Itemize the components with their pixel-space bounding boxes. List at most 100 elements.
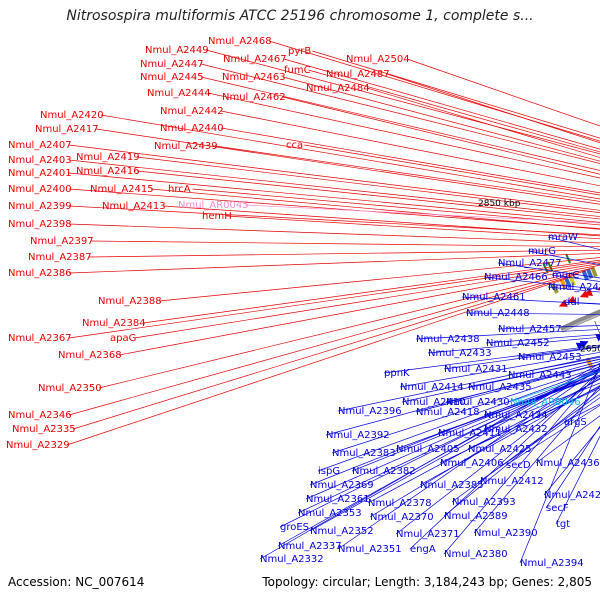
reverse-leader-line [465,312,600,315]
forward-leader-line [268,40,600,142]
forward-leader-line [214,145,600,202]
forward-gene-label: Nmul_A2467 [223,54,287,65]
reverse-leader-line [317,368,600,472]
reverse-gene-label: Nmul_A2477 [498,258,562,269]
reverse-gene-label: Nmul_A2369 [310,480,374,491]
cog-forward-block [564,277,572,289]
reverse-leader-line [279,367,600,528]
reverse-gene-label: Nmul_A2370 [370,512,434,523]
forward-gene-label: hemH [202,211,232,222]
rna-gene-label: Nmul_AR0045 [178,200,249,211]
forward-gene-label: Nmul_A2445 [140,72,204,83]
reverse-leader-line [409,370,600,550]
forward-leader-line [282,96,600,175]
forward-gene-label: Nmul_A2346 [8,410,72,421]
reverse-gene-label: Nmul_A2418 [416,407,480,418]
reverse-gene-label: Nmul_A2466 [484,272,548,283]
forward-leader-line [220,110,600,187]
reverse-gene-label: Nmul_A2382 [352,466,416,477]
forward-leader-line [226,215,600,240]
forward-leader-line [136,156,600,214]
reverse-gene-label: Nmul_A2393 [452,497,516,508]
forward-gene-glyph [579,290,589,298]
forward-leader-line [366,87,600,158]
reverse-gene-label: Nmul_A2431 [444,364,508,375]
accession-label: Accession: NC_007614 [8,575,145,589]
forward-leader-line [134,263,600,339]
forward-leader-line [406,58,600,127]
forward-leader-line [98,267,594,389]
forward-gene-label: Nmul_A2335 [12,424,76,435]
reverse-leader-line [443,370,600,555]
rna-reverse-leader-line [509,371,600,403]
cog-forward-block [551,283,559,294]
forward-leader-line [283,58,600,150]
forward-gene-label: Nmul_A2407 [8,140,72,151]
forward-gene-label: Nmul_A2449 [145,45,209,56]
reverse-leader-line [399,351,600,388]
forward-gene-label: Nmul_A2444 [147,88,211,99]
forward-gene-label: Nmul_A2416 [76,166,140,177]
reverse-leader-line [351,371,600,472]
reverse-leader-line [415,364,600,413]
forward-gene-label: hrcA [168,184,191,195]
reverse-gene-label: Nmul_A2353 [298,508,362,519]
reverse-gene-label: ddl [564,297,579,308]
forward-leader-line [200,76,600,171]
forward-gene-label: Nmul_A2368 [58,350,122,361]
reverse-gene-label: Nmul_A2380 [444,549,508,560]
reverse-gene-label: Nmul_A2352 [310,526,374,537]
reverse-gene-label: Nmul_A2394 [520,558,584,569]
reverse-gene-label: Nmul_A2457 [498,324,562,335]
reverse-leader-line [443,388,600,517]
reverse-gene-label: Nmul_A2435 [468,382,532,393]
forward-leader-line [200,63,600,164]
forward-gene-label: Nmul_A2440 [160,123,224,134]
forward-leader-line [304,144,600,196]
reverse-leader-line [497,262,600,279]
forward-leader-line [220,127,600,194]
forward-gene-label: Nmul_A2367 [8,333,72,344]
forward-gene-label: Nmul_A2329 [6,440,70,451]
reverse-gene-label: Nmul_A2448 [466,308,530,319]
forward-gene-label: Nmul_A2415 [90,184,154,195]
gc-marker [542,263,549,274]
reverse-gene-label: secD [506,460,531,471]
forward-leader-line [68,223,600,244]
feature-tracks [542,253,600,369]
reverse-leader-line [543,426,600,496]
reverse-gene-label: Nmul_A2389 [444,511,508,522]
forward-leader-line [205,49,600,155]
reverse-gene-label: Nmul_A2438 [416,334,480,345]
forward-leader-line [207,92,600,179]
forward-gene-label: Nmul_A2388 [98,296,162,307]
forward-gene-label: Nmul_A2401 [8,168,72,179]
reverse-leader-line [517,346,600,358]
reverse-gene-label: Nmul_A2371 [396,529,460,540]
reverse-gene-label: Nmul_A2351 [338,544,402,555]
reverse-leader-line [415,329,600,340]
reverse-leader-line [309,369,600,486]
reverse-gene-label: secF [546,503,569,514]
forward-gene-label: Nmul_A2398 [8,219,72,230]
cog-forward-block [568,275,577,287]
reverse-leader-line [461,296,600,305]
reverse-gene-label: Nmul_A2412 [480,476,544,487]
reverse-leader-line [555,435,600,525]
reverse-leader-line [483,276,600,290]
reverse-gene-glyph [579,340,589,349]
reverse-gene-label: Nmul_A2436 [536,458,600,469]
forward-leader-line [142,259,600,324]
forward-leader-line [68,159,600,217]
reverse-gene-label: Nmul_A2396 [338,406,402,417]
reverse-gene-label: Nmul_A2461 [462,292,526,303]
cog-forward-block [581,269,590,281]
forward-gene-label: cca [286,140,303,151]
reverse-leader-line [473,385,600,534]
forward-leader-line [68,172,600,223]
forward-gene-label: Nmul_A2399 [8,201,72,212]
forward-gene-label: Nmul_A2442 [160,106,224,117]
reverse-leader-line [519,363,600,564]
